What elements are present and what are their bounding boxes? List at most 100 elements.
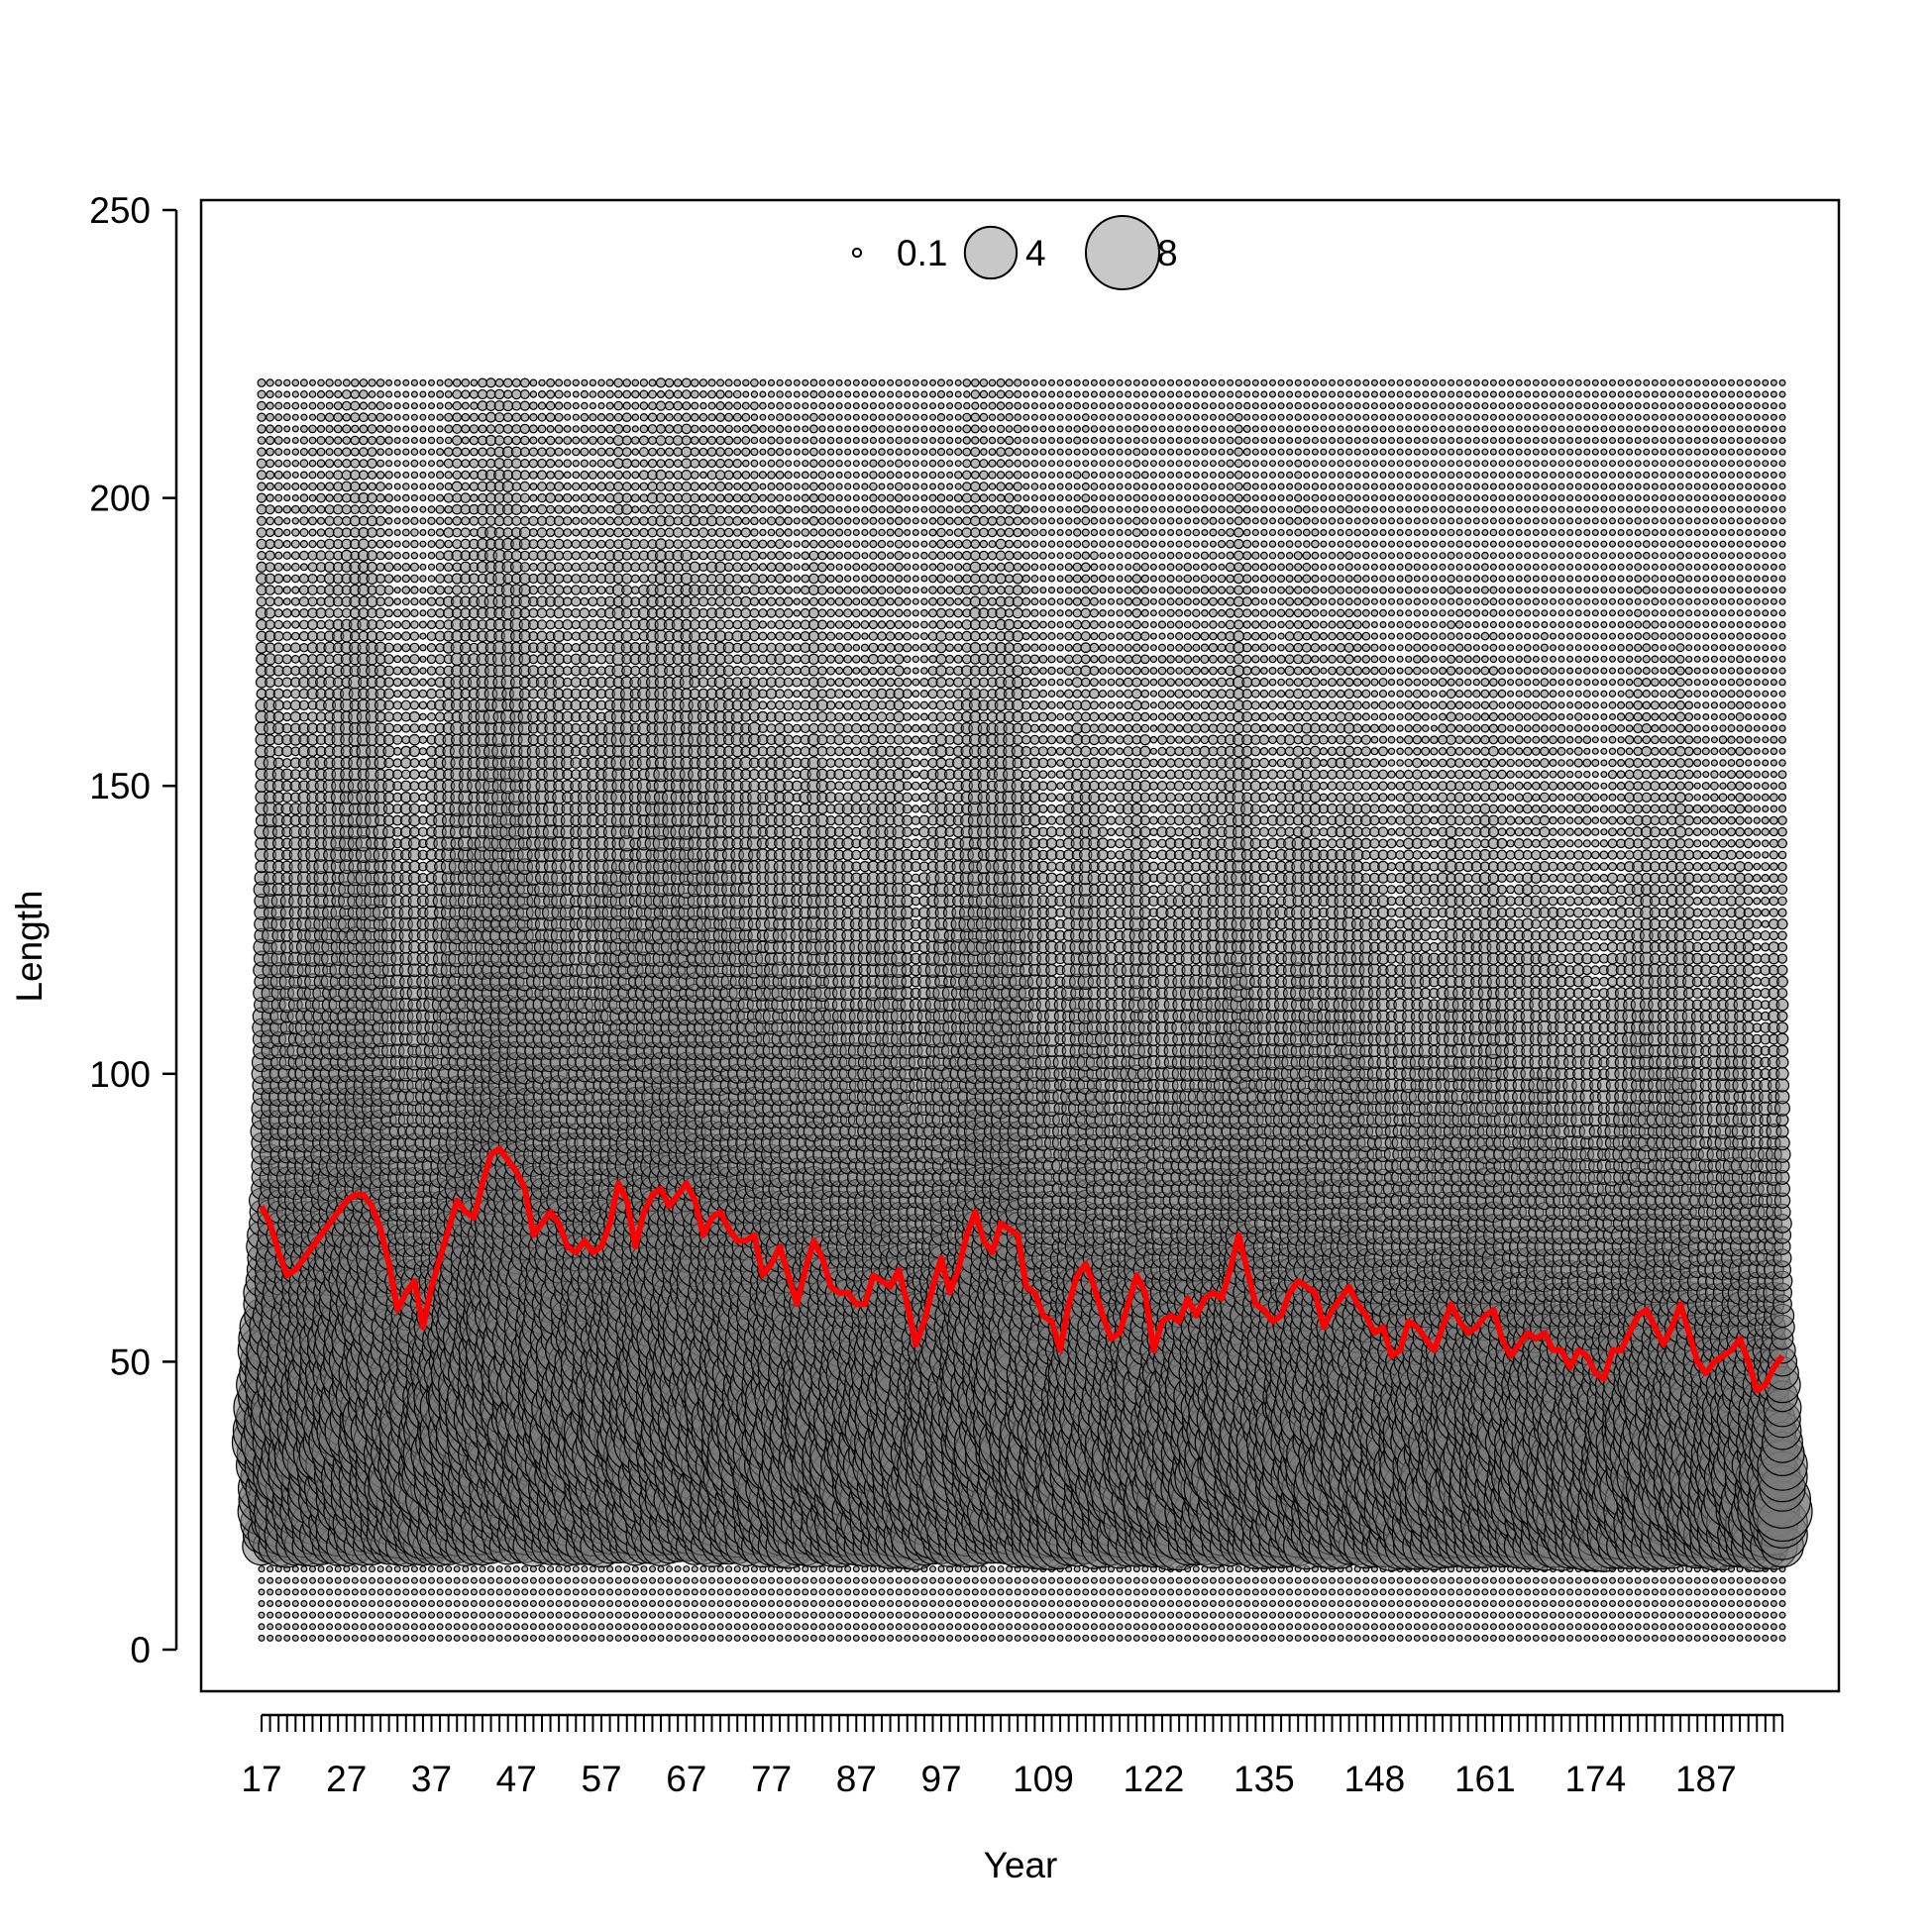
bubble-point xyxy=(590,1612,596,1618)
bubble-point xyxy=(564,529,572,537)
bubble-point xyxy=(581,586,590,594)
bubble-point xyxy=(268,1624,273,1630)
bubble-point xyxy=(470,483,478,490)
bubble-point xyxy=(402,690,410,698)
bubble-point xyxy=(513,1636,519,1642)
bubble-point xyxy=(300,460,308,468)
bubble-point xyxy=(428,426,434,432)
bubble-point xyxy=(409,746,419,756)
bubble-point xyxy=(513,1589,519,1595)
bubble-point xyxy=(429,391,435,397)
bubble-point xyxy=(462,437,469,444)
bubble-point xyxy=(521,378,530,387)
bubble-point xyxy=(572,597,581,606)
bubble-point xyxy=(369,391,376,398)
bubble-point xyxy=(308,575,317,584)
bubble-point xyxy=(386,483,392,489)
bubble-point xyxy=(480,1566,485,1572)
bubble-point xyxy=(624,1566,630,1572)
bubble-point xyxy=(581,551,590,560)
bubble-point xyxy=(615,1577,621,1583)
bubble-point xyxy=(274,597,283,606)
bubble-point xyxy=(376,379,383,386)
bubble-point xyxy=(291,690,300,698)
bubble-point xyxy=(454,1589,460,1595)
bubble-point xyxy=(292,1577,298,1583)
bubble-point xyxy=(420,483,426,489)
bubble-point xyxy=(411,379,417,385)
bubble-point xyxy=(308,597,317,606)
bubble-point xyxy=(606,437,613,444)
bubble-point xyxy=(258,390,266,398)
bubble-point xyxy=(471,448,478,455)
bubble-point xyxy=(327,1601,333,1607)
bubble-point xyxy=(556,437,563,444)
bubble-point xyxy=(268,1612,273,1618)
bubble-point xyxy=(622,504,632,514)
bubble-point xyxy=(453,471,461,479)
bubble-point xyxy=(597,632,606,641)
bubble-point xyxy=(463,1566,469,1572)
bubble-point xyxy=(310,1636,316,1642)
bubble-point xyxy=(410,563,418,571)
bubble-point xyxy=(556,1601,562,1607)
bubble-point xyxy=(472,1636,478,1642)
bubble-point xyxy=(334,425,342,433)
bubble-point xyxy=(436,540,444,548)
bubble-point xyxy=(582,1577,588,1583)
bubble-point xyxy=(273,758,283,768)
bubble-point xyxy=(495,436,504,445)
bubble-point xyxy=(411,679,419,687)
bubble-point xyxy=(531,1566,537,1572)
bubble-point xyxy=(334,608,343,617)
bubble-point xyxy=(368,563,377,573)
bubble-point xyxy=(317,586,325,593)
bubble-point xyxy=(615,1624,621,1630)
bubble-point xyxy=(581,460,588,467)
bubble-point xyxy=(472,1601,478,1607)
bubble-point xyxy=(597,540,605,548)
bubble-point xyxy=(547,436,555,444)
bubble-point xyxy=(539,1612,545,1618)
bubble-point xyxy=(589,655,596,663)
bubble-point xyxy=(283,621,290,628)
bubble-point xyxy=(402,609,410,617)
bubble-point xyxy=(411,529,418,536)
bubble-point xyxy=(606,425,614,433)
bubble-point xyxy=(504,413,512,421)
bubble-point xyxy=(334,493,342,501)
bubble-point xyxy=(479,378,487,387)
bubble-point xyxy=(420,633,426,639)
bubble-point xyxy=(445,379,452,386)
bubble-point xyxy=(564,494,572,502)
bubble-point xyxy=(563,620,573,630)
bubble-point xyxy=(614,401,622,409)
bubble-point xyxy=(539,1589,545,1595)
bubble-point xyxy=(409,712,419,722)
bubble-point xyxy=(418,827,427,836)
bubble-point xyxy=(370,1636,376,1642)
bubble-point xyxy=(326,472,333,479)
bubble-point xyxy=(429,1589,435,1595)
bubble-point xyxy=(292,552,300,560)
bubble-point xyxy=(258,516,267,525)
bubble-point xyxy=(385,437,392,444)
bubble-point xyxy=(292,1601,298,1607)
bubble-point xyxy=(257,505,266,514)
bubble-point xyxy=(385,609,392,616)
bubble-point xyxy=(436,564,444,572)
bubble-point xyxy=(361,1636,367,1642)
bubble-point xyxy=(461,528,470,537)
bubble-point xyxy=(565,1601,571,1607)
bubble-point xyxy=(531,1636,537,1642)
bubble-point xyxy=(520,551,529,560)
bubble-point xyxy=(420,380,426,386)
bubble-point xyxy=(554,608,564,618)
bubble-point xyxy=(504,390,512,398)
bubble-point xyxy=(268,1589,273,1595)
bubble-point xyxy=(403,541,410,548)
bubble-point xyxy=(437,391,444,398)
bubble-point xyxy=(641,1612,647,1618)
bubble-point xyxy=(556,1566,562,1572)
